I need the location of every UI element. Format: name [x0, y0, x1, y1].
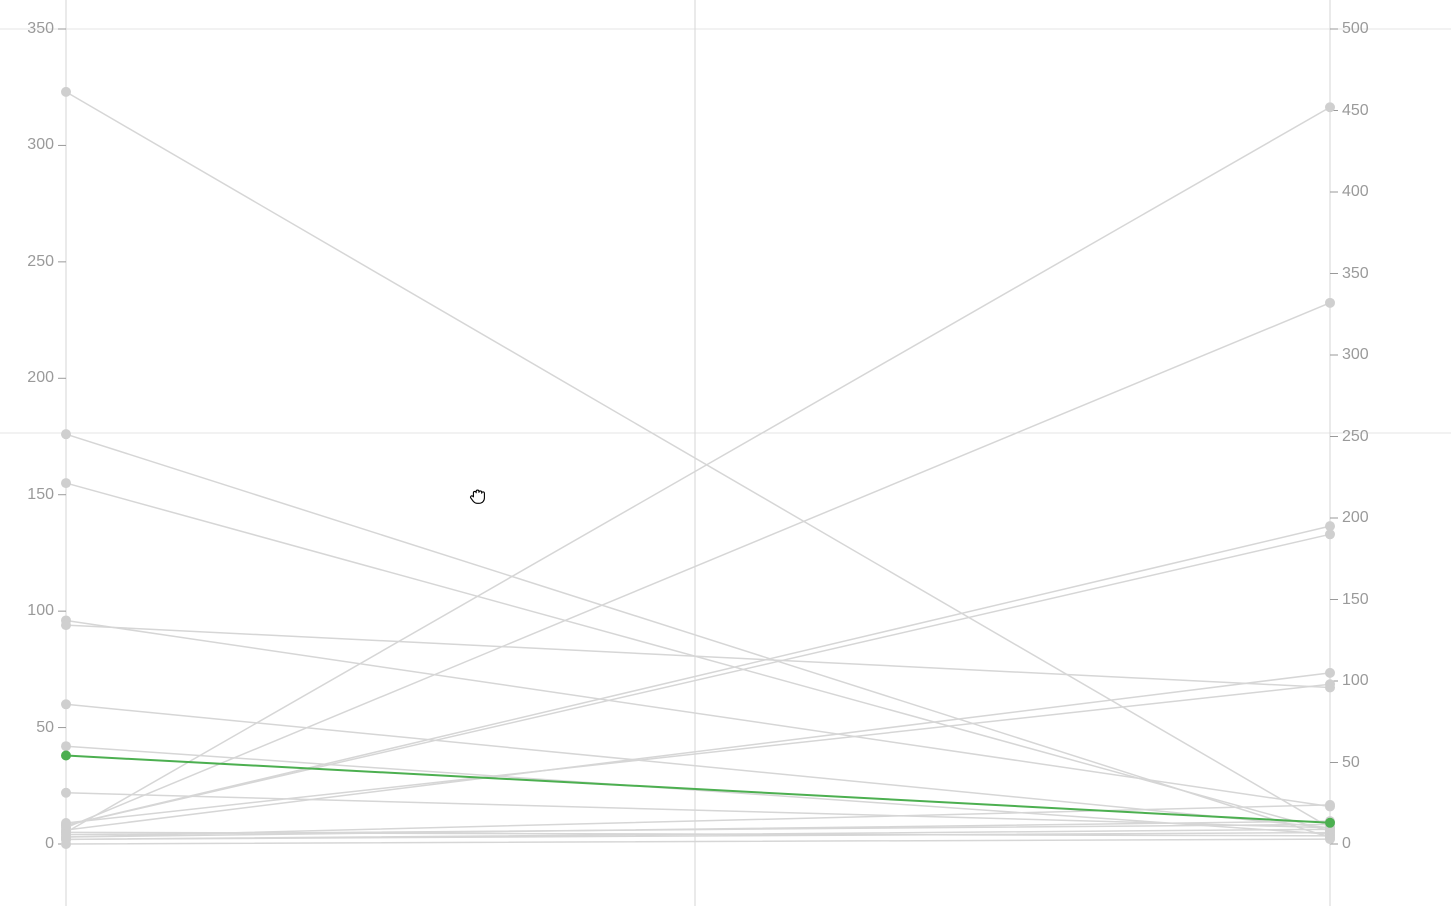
series-line[interactable]: [66, 684, 1330, 823]
right-axis-tick-label: 200: [1342, 510, 1369, 526]
series-line[interactable]: [66, 303, 1330, 828]
series-endpoint-marker[interactable]: [1325, 834, 1335, 844]
left-axis-tick-label: 0: [45, 836, 54, 852]
series-endpoint-marker[interactable]: [61, 478, 71, 488]
right-axis-tick-label: 50: [1342, 755, 1360, 771]
series-endpoint-marker[interactable]: [61, 741, 71, 751]
series-endpoint-marker[interactable]: [1325, 800, 1335, 810]
left-axis-tick-label: 350: [27, 21, 54, 37]
series-line[interactable]: [66, 92, 1330, 828]
series-line[interactable]: [66, 526, 1330, 825]
series-line[interactable]: [66, 534, 1330, 825]
series-endpoint-marker[interactable]: [1325, 679, 1335, 689]
left-axis-tick-label: 100: [27, 603, 54, 619]
series-endpoint-marker[interactable]: [61, 751, 71, 761]
series-line[interactable]: [66, 434, 1330, 837]
series-endpoint-marker[interactable]: [61, 429, 71, 439]
series-endpoint-marker[interactable]: [61, 839, 71, 849]
series-line[interactable]: [66, 107, 1330, 832]
series-line[interactable]: [66, 673, 1330, 830]
series-line[interactable]: [66, 620, 1330, 806]
series-endpoint-marker[interactable]: [1325, 668, 1335, 678]
left-axis-tick-label: 50: [36, 720, 54, 736]
series-endpoint-marker[interactable]: [61, 620, 71, 630]
right-axis-tick-label: 450: [1342, 103, 1369, 119]
right-axis-tick-label: 500: [1342, 21, 1369, 37]
right-axis-tick-label: 100: [1342, 673, 1369, 689]
series-endpoint-marker[interactable]: [1325, 102, 1335, 112]
parallel-coordinates-chart[interactable]: [0, 0, 1451, 906]
right-axis-tick-label: 150: [1342, 592, 1369, 608]
series-endpoint-marker[interactable]: [61, 788, 71, 798]
right-axis-tick-label: 300: [1342, 347, 1369, 363]
series-line[interactable]: [66, 839, 1330, 844]
left-axis-tick-label: 300: [27, 137, 54, 153]
left-axis-tick-label: 200: [27, 370, 54, 386]
right-axis-tick-label: 0: [1342, 836, 1351, 852]
series-endpoint-marker[interactable]: [61, 87, 71, 97]
series-endpoint-marker[interactable]: [61, 699, 71, 709]
series-endpoint-marker[interactable]: [1325, 521, 1335, 531]
left-axis-tick-label: 150: [27, 487, 54, 503]
right-axis-tick-label: 250: [1342, 429, 1369, 445]
series-endpoint-marker[interactable]: [1325, 298, 1335, 308]
series-endpoint-marker[interactable]: [1325, 818, 1335, 828]
right-axis-tick-label: 350: [1342, 266, 1369, 282]
left-axis-tick-label: 250: [27, 254, 54, 270]
series-line[interactable]: [66, 625, 1330, 687]
right-axis-tick-label: 400: [1342, 184, 1369, 200]
